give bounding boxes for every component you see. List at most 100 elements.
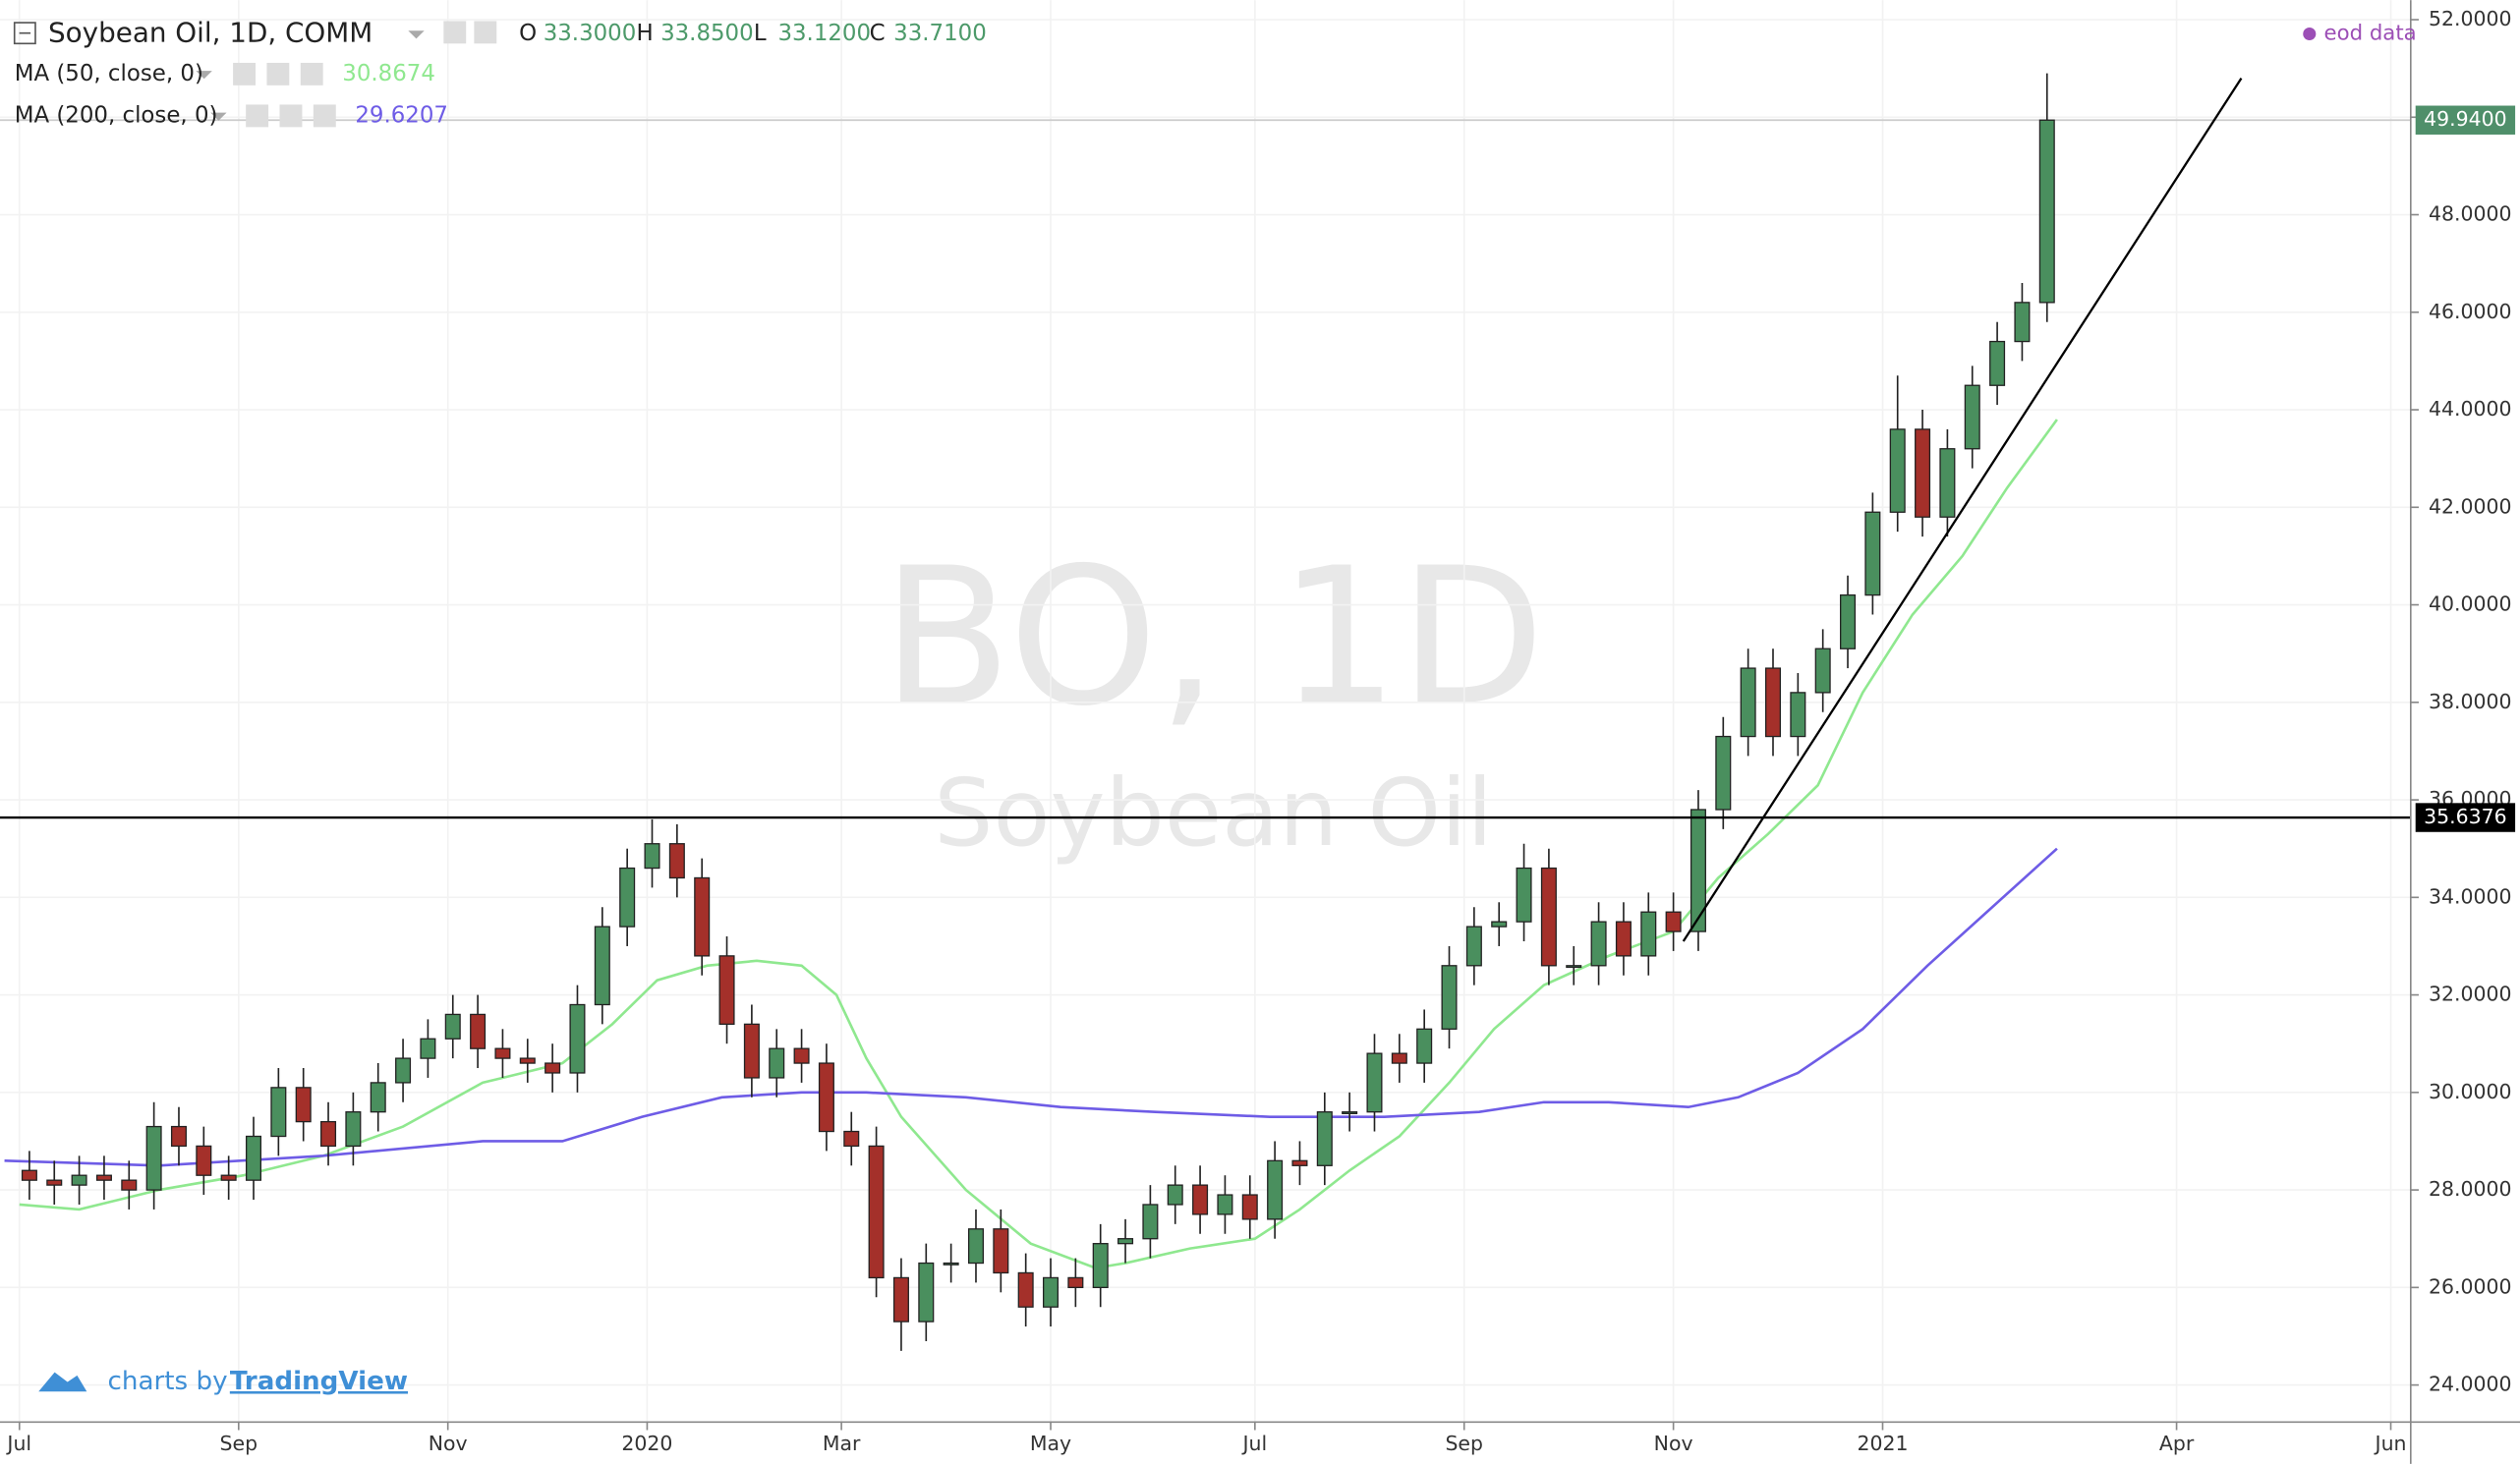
candle-body [1067,1276,1084,1289]
candle-body [1342,1111,1358,1114]
icon-settings[interactable] [474,21,497,44]
candle-body [444,1013,461,1040]
candle-body [1964,384,1980,450]
candle-body [1366,1052,1383,1113]
watermark-group: BO, 1D Soybean Oil [882,527,1545,868]
x-tick-label: Jul [1241,1432,1268,1455]
candle-body [1316,1111,1333,1166]
x-tick-label: 2021 [1858,1432,1909,1455]
legend-entry: MA (50, close, 0) [15,61,203,86]
y-tick-label: 40.0000 [2429,592,2512,616]
credit: charts by TradingView [38,1367,408,1396]
icon-remove[interactable] [313,104,336,128]
candle-body [420,1038,436,1059]
candle-body [668,843,685,879]
ohlc-name: H [637,21,654,46]
candle-body [1117,1238,1134,1245]
candle-body [718,955,735,1026]
candle-body [1416,1028,1433,1064]
candle-body [1167,1184,1183,1206]
candle-body [1540,867,1557,967]
candle-body [769,1047,785,1079]
ohlc-value: 33.7100 [893,21,987,46]
candle-body [1790,692,1806,738]
level-price-box [2415,803,2516,832]
candle-body [1142,1204,1159,1240]
candle-body [121,1179,138,1191]
candle-body [145,1125,162,1191]
candle-body [1391,1052,1407,1064]
candle-body [470,1013,487,1049]
candle-body [1939,448,1956,518]
icon-eye[interactable] [233,62,256,85]
candle-body [1043,1276,1060,1308]
candle-body [967,1228,984,1265]
last-price-box [2415,105,2516,135]
watermark: BO, 1D [882,527,1545,748]
candle-body [1915,428,1931,518]
watermark-subtitle: Soybean Oil [934,760,1493,868]
icon-remove[interactable] [300,62,323,85]
ohlc-name: L [754,21,767,46]
y-tick-label: 24.0000 [2429,1373,2512,1396]
y-tick-label: 46.0000 [2429,300,2512,323]
y-tick-label: 52.0000 [2429,7,2512,30]
dropdown-arrow[interactable] [196,71,212,80]
candle-body [1814,648,1831,694]
ohlc-name: C [870,21,886,46]
candle-body [544,1062,561,1074]
icon-eye[interactable] [443,21,467,44]
y-tick-label: 30.0000 [2429,1080,2512,1103]
candle-body [619,867,636,928]
plot-area [0,0,2411,1423]
candle-body [196,1145,212,1176]
legend-value: 29.6207 [355,102,448,128]
last-price-label: 49.9400 [2424,107,2507,131]
x-tick-label: Mar [823,1432,861,1455]
collapse-icon[interactable] [13,22,36,45]
candle-body [1491,921,1508,928]
candle-body [220,1174,237,1181]
trend-line [1682,77,2243,942]
ohlc-value: 33.1200 [777,21,871,46]
y-tick-label: 28.0000 [2429,1177,2512,1201]
candle-body [1465,926,1482,967]
candle-body [818,1062,834,1133]
candle-body [1665,911,1682,932]
candle-body [943,1262,959,1266]
candle-body [95,1174,112,1181]
icon-settings[interactable] [266,62,290,85]
x-tick-label: Sep [220,1432,258,1455]
candle-body [743,1023,760,1079]
candle-body [569,1003,586,1074]
y-tick-label: 38.0000 [2429,690,2512,713]
icon-eye[interactable] [246,104,269,128]
source-dot [2303,27,2317,41]
candle-body [370,1082,386,1113]
candle-body [1192,1184,1209,1215]
x-tick-label: Nov [1654,1432,1693,1455]
legend-entry: MA (200, close, 0) [15,102,218,128]
dropdown-arrow[interactable] [210,112,227,121]
symbol-title: Soybean Oil, 1D, COMM [48,17,372,49]
x-tick-label: 2020 [621,1432,672,1455]
candle-body [395,1057,412,1084]
candle-body [1840,593,1857,649]
credit-link[interactable]: TradingView [230,1367,408,1396]
candle-body [868,1145,885,1279]
level-price-label: 35.6376 [2424,805,2507,828]
y-tick-label: 26.0000 [2429,1274,2512,1298]
candle-body [519,1057,536,1064]
candle-body [1590,921,1607,967]
candle-body [295,1087,312,1123]
moving-average-line [19,419,2058,1269]
candle-body [1017,1271,1034,1308]
icon-settings[interactable] [279,104,303,128]
dropdown-arrow[interactable] [408,30,425,39]
candle-body [1989,340,2006,386]
candle-body [46,1179,63,1186]
moving-average-line [4,847,2058,1167]
